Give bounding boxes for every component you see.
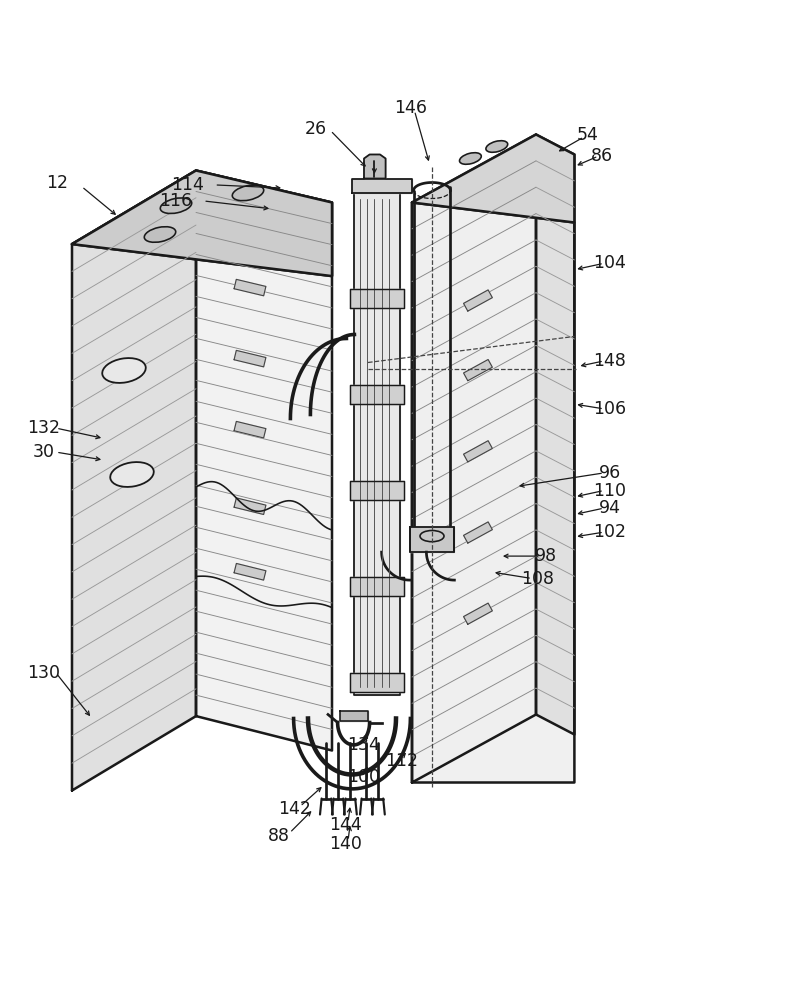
Text: 12: 12 (46, 174, 69, 191)
Polygon shape (412, 134, 574, 223)
Polygon shape (234, 498, 266, 514)
Text: 102: 102 (593, 523, 626, 542)
Text: 30: 30 (33, 443, 55, 461)
Ellipse shape (102, 358, 146, 383)
Polygon shape (463, 359, 492, 381)
Text: 96: 96 (598, 464, 621, 482)
Ellipse shape (232, 185, 264, 201)
Text: 54: 54 (577, 126, 599, 143)
Text: 140: 140 (329, 835, 362, 853)
Polygon shape (72, 171, 196, 791)
Text: 26: 26 (305, 120, 327, 138)
Polygon shape (340, 710, 368, 721)
Text: 130: 130 (27, 664, 61, 682)
Polygon shape (72, 171, 332, 276)
Ellipse shape (486, 140, 508, 152)
Polygon shape (463, 603, 492, 624)
Polygon shape (234, 422, 266, 438)
Text: 142: 142 (278, 800, 311, 818)
Text: 134: 134 (347, 736, 381, 754)
Polygon shape (463, 440, 492, 462)
Polygon shape (234, 563, 266, 580)
Polygon shape (364, 154, 386, 179)
Polygon shape (234, 350, 266, 367)
Polygon shape (350, 385, 404, 404)
Text: 114: 114 (171, 176, 205, 194)
Text: 116: 116 (159, 192, 193, 210)
Polygon shape (536, 134, 574, 735)
Polygon shape (196, 171, 332, 750)
Text: 110: 110 (593, 482, 626, 499)
Text: 100: 100 (347, 768, 381, 786)
Text: 98: 98 (535, 547, 558, 565)
Text: 88: 88 (267, 827, 290, 845)
Text: 144: 144 (330, 816, 362, 834)
Polygon shape (463, 290, 492, 311)
Ellipse shape (160, 198, 192, 214)
Text: 148: 148 (593, 352, 626, 370)
Ellipse shape (414, 536, 450, 549)
Polygon shape (412, 202, 574, 783)
Polygon shape (350, 481, 404, 500)
Text: 108: 108 (521, 570, 554, 588)
Text: 94: 94 (598, 499, 621, 517)
Text: 86: 86 (590, 147, 613, 165)
Text: 132: 132 (27, 419, 61, 438)
Text: 112: 112 (385, 751, 418, 770)
Ellipse shape (144, 227, 176, 242)
Ellipse shape (459, 153, 482, 164)
Polygon shape (350, 673, 404, 693)
Polygon shape (354, 190, 400, 695)
Text: 146: 146 (394, 99, 427, 117)
Ellipse shape (110, 462, 154, 487)
Text: 104: 104 (593, 254, 626, 273)
Polygon shape (410, 527, 454, 552)
Polygon shape (412, 134, 536, 783)
Text: 106: 106 (593, 400, 626, 418)
Polygon shape (234, 280, 266, 296)
Polygon shape (350, 288, 404, 308)
Polygon shape (72, 171, 332, 276)
Polygon shape (463, 522, 492, 543)
Polygon shape (352, 179, 412, 193)
Polygon shape (350, 577, 404, 596)
